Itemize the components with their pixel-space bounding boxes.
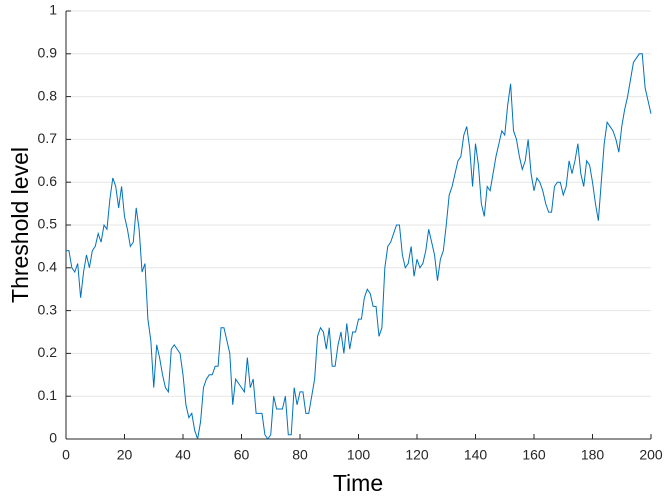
x-tick-label: 120 <box>405 447 429 463</box>
x-tick-label: 20 <box>117 447 133 463</box>
x-tick-label: 180 <box>581 447 605 463</box>
y-tick-label: 1 <box>49 2 57 18</box>
x-axis-label: Time <box>333 470 383 496</box>
x-tick-label: 100 <box>347 447 371 463</box>
y-tick-label: 0.9 <box>38 45 58 61</box>
y-tick-label: 0.1 <box>38 387 58 403</box>
x-tick-label: 40 <box>175 447 191 463</box>
data-line <box>66 53 652 440</box>
y-tick-label: 0.4 <box>38 259 58 275</box>
y-axis-label: Threshold level <box>7 147 33 303</box>
y-tick-label: 0.6 <box>38 173 58 189</box>
y-tick-label: 0.2 <box>38 344 58 360</box>
y-tick-label: 0.7 <box>38 130 58 146</box>
y-tick-label: 0.3 <box>38 301 58 317</box>
x-tick-label: 140 <box>464 447 488 463</box>
x-tick-label: 200 <box>639 447 663 463</box>
y-tick-label: 0.8 <box>38 87 58 103</box>
y-tick-label: 0.5 <box>38 216 58 232</box>
x-tick-label: 80 <box>292 447 308 463</box>
x-tick-label: 60 <box>234 447 250 463</box>
x-tick-label: 160 <box>522 447 546 463</box>
y-tick-label: 0 <box>49 430 57 446</box>
x-tick-label: 0 <box>62 447 70 463</box>
